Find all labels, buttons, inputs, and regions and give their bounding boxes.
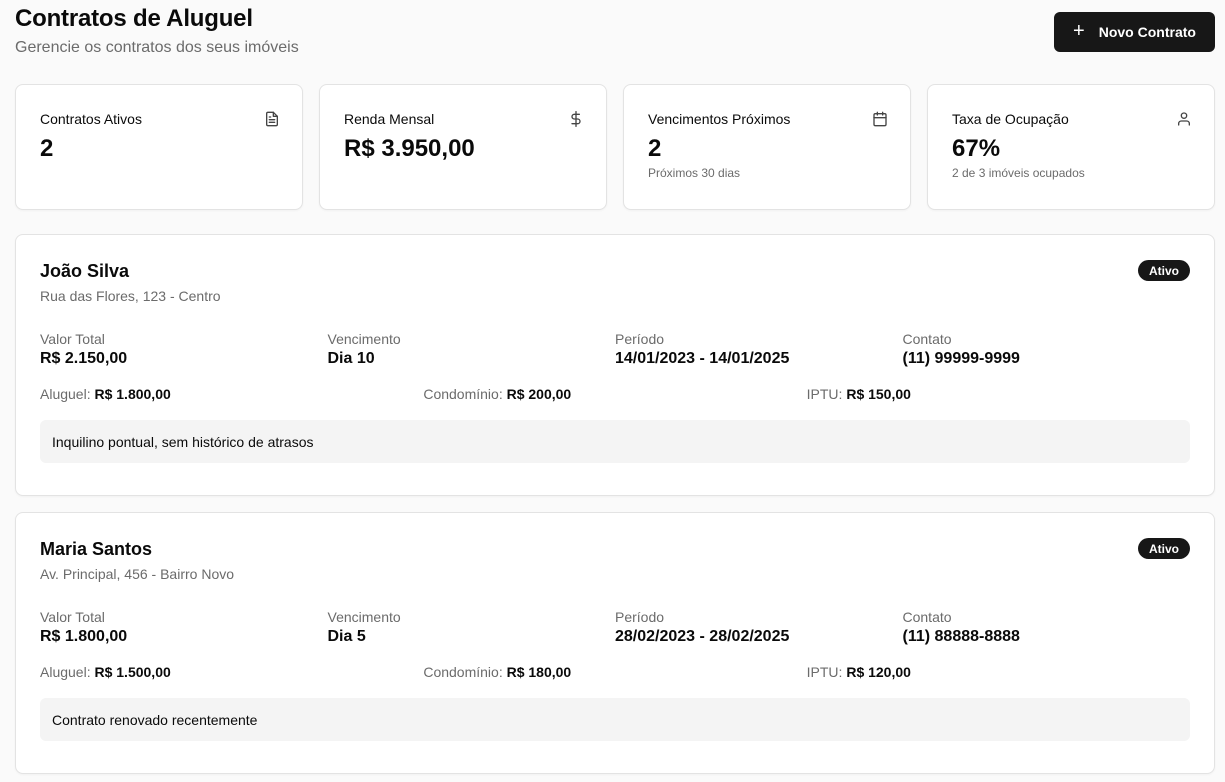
info-due-day: Vencimento Dia 10: [328, 331, 616, 368]
cost-breakdown: Aluguel: R$ 1.800,00 Condomínio: R$ 200,…: [40, 386, 1190, 402]
breakdown-value: R$ 1.800,00: [94, 386, 171, 402]
info-label: Período: [615, 609, 665, 625]
info-value: (11) 99999-9999: [902, 350, 1020, 367]
info-label: Valor Total: [40, 609, 105, 625]
stat-value: 2: [40, 135, 54, 162]
info-total: Valor Total R$ 2.150,00: [40, 331, 328, 368]
plus-icon: +: [1073, 20, 1085, 42]
new-contract-label: Novo Contrato: [1098, 24, 1196, 40]
info-label: Período: [615, 331, 665, 347]
contract-card[interactable]: João Silva Rua das Flores, 123 - Centro …: [15, 234, 1215, 496]
stat-label: Contratos Ativos: [40, 111, 142, 127]
contract-info-grid: Valor Total R$ 2.150,00 Vencimento Dia 1…: [40, 331, 1190, 368]
breakdown-value: R$ 120,00: [846, 664, 911, 680]
contract-card[interactable]: Maria Santos Av. Principal, 456 - Bairro…: [15, 512, 1215, 774]
status-badge: Ativo: [1138, 260, 1190, 281]
contract-note: Contrato renovado recentemente: [40, 698, 1190, 741]
breakdown-rent: Aluguel: R$ 1.800,00: [40, 386, 423, 402]
info-value: 14/01/2023 - 14/01/2025: [615, 350, 790, 367]
stats-row: Contratos Ativos 2 Renda Mensal R$ 3.950…: [15, 84, 1215, 210]
property-address: Av. Principal, 456 - Bairro Novo: [40, 566, 235, 582]
info-due-day: Vencimento Dia 5: [328, 609, 616, 646]
calendar-icon: [873, 111, 887, 127]
breakdown-condo: Condomínio: R$ 180,00: [423, 664, 806, 680]
stat-label: Renda Mensal: [344, 111, 435, 127]
page-title: Contratos de Aluguel: [15, 5, 253, 32]
status-badge: Ativo: [1138, 538, 1190, 559]
info-value: 28/02/2023 - 28/02/2025: [615, 628, 790, 645]
breakdown-label: Condomínio:: [423, 386, 503, 402]
info-value: (11) 88888-8888: [902, 628, 1020, 645]
breakdown-value: R$ 180,00: [506, 664, 572, 680]
breakdown-rent: Aluguel: R$ 1.500,00: [40, 664, 423, 680]
info-label: Contato: [902, 331, 952, 347]
stat-subtext: 2 de 3 imóveis ocupados: [952, 166, 1085, 180]
breakdown-value: R$ 200,00: [506, 386, 572, 402]
breakdown-label: IPTU:: [806, 664, 843, 680]
info-value: R$ 1.800,00: [40, 628, 128, 645]
breakdown-value: R$ 1.500,00: [94, 664, 171, 680]
file-text-icon: [266, 111, 278, 127]
stat-value: R$ 3.950,00: [344, 135, 475, 162]
page-header: Contratos de Aluguel Gerencie os contrat…: [15, 0, 1215, 84]
user-icon: [1178, 112, 1190, 126]
cost-breakdown: Aluguel: R$ 1.500,00 Condomínio: R$ 180,…: [40, 664, 1190, 680]
stat-subtext: Próximos 30 dias: [648, 166, 741, 180]
contracts-list: João Silva Rua das Flores, 123 - Centro …: [15, 234, 1215, 774]
info-label: Contato: [902, 609, 952, 625]
info-period: Período 14/01/2023 - 14/01/2025: [615, 331, 903, 368]
contract-info-grid: Valor Total R$ 1.800,00 Vencimento Dia 5…: [40, 609, 1190, 646]
stat-label: Vencimentos Próximos: [648, 111, 791, 127]
info-value: Dia 10: [327, 350, 375, 367]
property-address: Rua das Flores, 123 - Centro: [40, 288, 221, 304]
stat-value: 67%: [952, 135, 1001, 162]
info-label: Vencimento: [327, 331, 401, 347]
stat-card-upcoming-due: Vencimentos Próximos 2 Próximos 30 dias: [623, 84, 911, 210]
breakdown-label: Aluguel:: [40, 386, 91, 402]
stat-card-active-contracts: Contratos Ativos 2: [15, 84, 303, 210]
info-label: Valor Total: [40, 331, 105, 347]
breakdown-iptu: IPTU: R$ 120,00: [807, 664, 1190, 680]
breakdown-label: Condomínio:: [423, 664, 503, 680]
breakdown-condo: Condomínio: R$ 200,00: [423, 386, 806, 402]
stat-value: 2: [648, 135, 662, 162]
new-contract-button[interactable]: + Novo Contrato: [1054, 12, 1215, 52]
breakdown-iptu: IPTU: R$ 150,00: [807, 386, 1190, 402]
stat-card-occupancy: Taxa de Ocupação 67% 2 de 3 imóveis ocup…: [927, 84, 1215, 210]
dollar-icon: [571, 111, 581, 127]
info-value: R$ 2.150,00: [40, 350, 128, 367]
stat-label: Taxa de Ocupação: [952, 111, 1069, 127]
info-label: Vencimento: [327, 609, 401, 625]
info-period: Período 28/02/2023 - 28/02/2025: [615, 609, 903, 646]
info-value: Dia 5: [327, 628, 366, 645]
page-subtitle: Gerencie os contratos dos seus imóveis: [15, 39, 299, 56]
breakdown-label: IPTU:: [806, 386, 843, 402]
info-contact: Contato (11) 88888-8888: [903, 609, 1191, 646]
info-total: Valor Total R$ 1.800,00: [40, 609, 328, 646]
contract-note: Inquilino pontual, sem histórico de atra…: [40, 420, 1190, 463]
breakdown-label: Aluguel:: [40, 664, 91, 680]
breakdown-value: R$ 150,00: [846, 386, 911, 402]
tenant-name: João Silva: [40, 261, 130, 281]
tenant-name: Maria Santos: [40, 539, 153, 559]
info-contact: Contato (11) 99999-9999: [903, 331, 1191, 368]
stat-card-monthly-income: Renda Mensal R$ 3.950,00: [319, 84, 607, 210]
